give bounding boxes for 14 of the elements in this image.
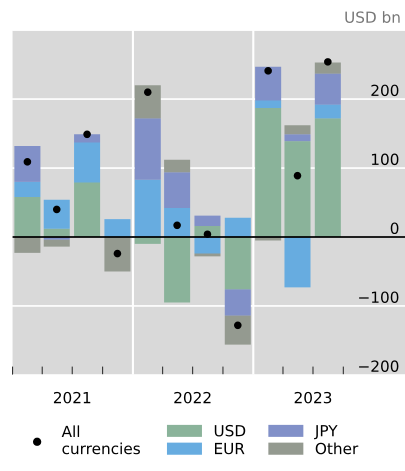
x-tick-label: 2022 (174, 392, 211, 404)
y-tick-label: −200 (359, 360, 398, 372)
x-tick-label: 2021 (54, 392, 90, 404)
legend-label: JPY (314, 425, 338, 440)
y-tick-label: −100 (359, 291, 398, 303)
y-tick-label: 100 (372, 154, 398, 166)
legend-label: Other (316, 442, 358, 454)
legend-label: USD (214, 424, 246, 436)
y-tick-label: 200 (371, 84, 398, 96)
legend-label: All currencies (62, 425, 140, 454)
y-axis-title: USD bn (345, 11, 400, 23)
legend-label: EUR (214, 442, 244, 454)
y-tick-label: 0 (390, 222, 398, 234)
x-tick-label: 2023 (294, 392, 332, 404)
